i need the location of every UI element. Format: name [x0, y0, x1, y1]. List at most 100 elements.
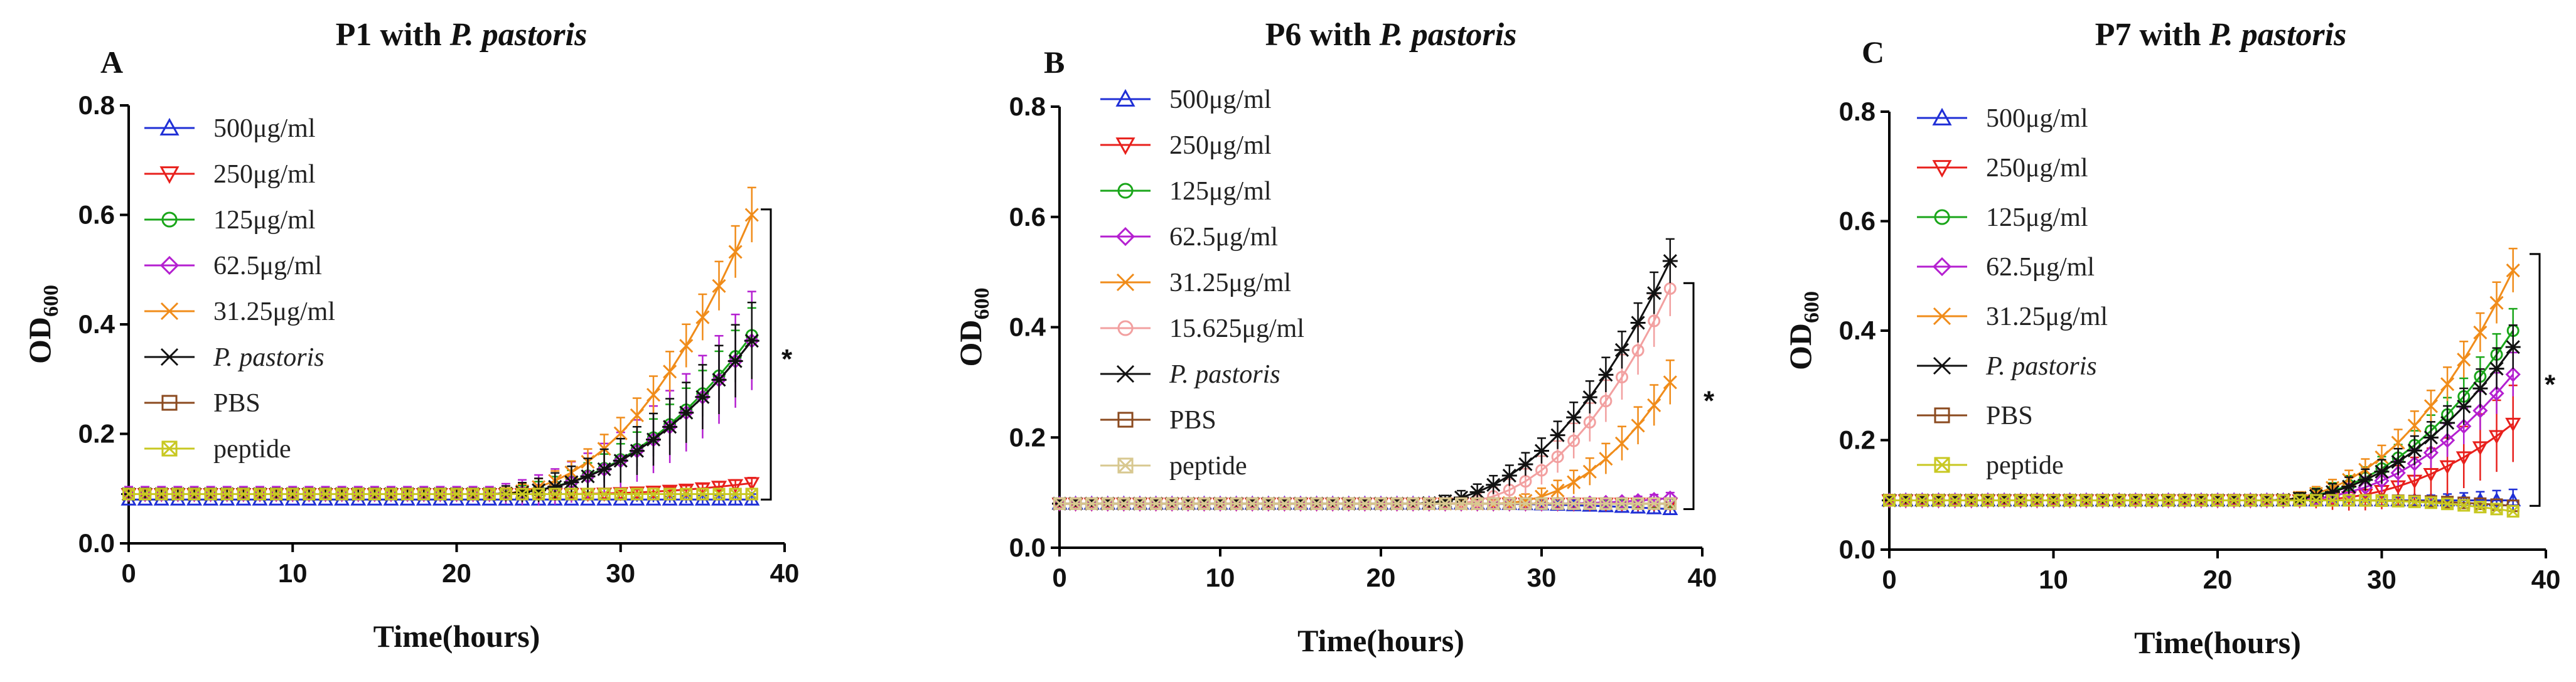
data-point [2358, 472, 2373, 487]
data-point [1198, 497, 1211, 510]
data-point [1582, 390, 1597, 405]
data-point [122, 488, 135, 501]
data-point [746, 488, 758, 501]
data-point [695, 390, 711, 404]
panel-b: P6 with P. pastoris B 0.0 0.2 0.4 0.6 0.8 0 10 20… [859, 0, 1717, 682]
data-point [711, 373, 727, 387]
data-point [1469, 485, 1485, 499]
data-point [204, 488, 217, 501]
data-point [319, 488, 332, 501]
data-point [1583, 497, 1596, 510]
data-point [434, 488, 446, 501]
data-point [1949, 494, 1962, 507]
data-point [1518, 494, 1533, 508]
data-point [1932, 356, 1952, 375]
y-tick-label: 0.2 [78, 419, 115, 449]
chart-panel-c: P7 with P. pastoris C 0.0 0.2 0.4 0.6 0.8 0 10 20… [1783, 17, 2560, 660]
panel-c: P7 with P. pastoris C 0.0 0.2 0.4 0.6 0.8 0 10 20… [1717, 0, 2576, 682]
data-point [645, 486, 662, 500]
y-tick-label: 0.4 [1009, 312, 1046, 342]
data-point [1664, 498, 1677, 510]
data-point [1069, 497, 1082, 510]
data-point [516, 488, 529, 501]
data-point [646, 432, 661, 447]
y-tick-label: 0.6 [78, 200, 115, 230]
data-point [729, 488, 742, 501]
data-point [220, 488, 233, 501]
data-point [161, 440, 178, 457]
data-point [727, 479, 744, 494]
data-point [1246, 498, 1258, 510]
data-point [1115, 226, 1135, 247]
data-point [2423, 430, 2439, 445]
legend-label: 250μg/ml [213, 160, 316, 189]
data-point [1487, 498, 1500, 510]
data-point [1501, 468, 1517, 483]
data-point [1932, 160, 1952, 178]
x-tick-label: 20 [442, 558, 471, 588]
data-point [2375, 450, 2389, 465]
data-point [2489, 430, 2505, 445]
data-point [1487, 497, 1500, 510]
data-point [2047, 494, 2060, 507]
data-point [1614, 343, 1629, 357]
data-point [1423, 498, 1436, 510]
data-point [1391, 498, 1403, 510]
data-point [1116, 273, 1135, 292]
legend-item: 31.25μg/ml [1917, 302, 2108, 331]
data-point [1455, 498, 1468, 510]
x-tick-label: 40 [1688, 563, 1717, 592]
data-point [613, 454, 628, 468]
data-point [1358, 498, 1371, 510]
y-tick-label: 0.8 [1009, 92, 1046, 121]
data-point [155, 488, 168, 501]
data-point [1117, 457, 1134, 474]
data-point [581, 488, 594, 501]
data-point [2375, 494, 2388, 507]
data-point [1948, 494, 1962, 507]
data-point [122, 488, 135, 501]
data-point [2374, 473, 2390, 489]
data-point [2506, 263, 2520, 278]
data-point [139, 488, 152, 501]
y-axis-label: OD600 [1783, 291, 1823, 370]
data-point [2211, 494, 2224, 507]
data-point [629, 486, 645, 501]
data-point [2423, 467, 2439, 482]
data-point [2341, 479, 2357, 494]
data-point [450, 488, 463, 501]
data-point [1916, 494, 1929, 507]
data-point [2407, 418, 2422, 433]
data-point [159, 117, 180, 136]
data-point [2391, 435, 2405, 450]
data-point [160, 302, 179, 321]
data-point [680, 488, 693, 501]
data-point [2423, 399, 2439, 413]
data-point [2490, 503, 2503, 515]
data-point [159, 348, 180, 366]
data-point [1117, 412, 1134, 428]
legend-item: PBS [144, 389, 260, 418]
data-point [1439, 497, 1452, 510]
data-point [2457, 499, 2470, 511]
data-point [270, 488, 282, 501]
data-point [2441, 498, 2454, 511]
data-point [1149, 497, 1162, 510]
data-point [1630, 316, 1646, 330]
data-point [2392, 495, 2405, 508]
legend-item: 15.625μg/ml [1100, 314, 1304, 343]
chart-title-main: P6 with [1265, 17, 1380, 53]
data-point [1631, 344, 1645, 357]
data-point [1934, 209, 1950, 225]
data-point [1503, 498, 1516, 510]
data-point [335, 488, 348, 501]
data-point [744, 208, 759, 222]
series-9 [1053, 497, 1677, 510]
data-point [2096, 494, 2109, 507]
data-point [1246, 497, 1259, 510]
data-point [1599, 452, 1613, 466]
data-point [254, 488, 266, 501]
data-point [352, 488, 365, 501]
data-point [1933, 307, 1951, 326]
data-point [2244, 494, 2257, 507]
